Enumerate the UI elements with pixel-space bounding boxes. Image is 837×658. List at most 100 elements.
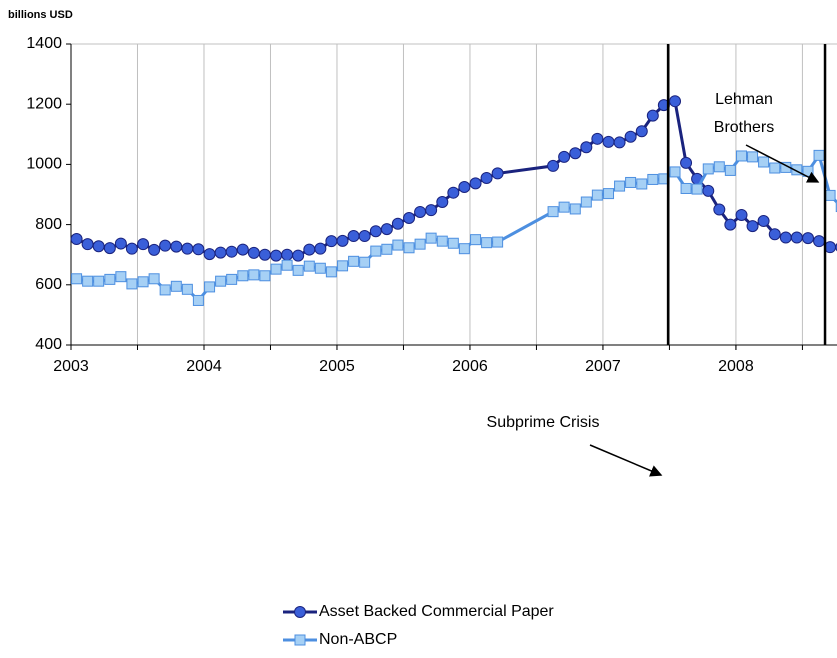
point [447,186,460,199]
point [215,275,227,287]
point [414,238,426,250]
point [369,225,382,238]
point [791,164,803,176]
point [93,275,105,287]
legend-label: Asset Backed Commercial Paper [319,603,554,620]
point [192,294,204,306]
point [325,235,338,248]
point [137,276,149,288]
y-tick-label: 1400 [26,35,62,52]
point [647,173,659,185]
point [214,246,227,259]
x-tick-label: 2003 [53,358,89,375]
point [669,166,681,178]
legend-marker [294,606,306,618]
point [181,242,194,255]
point [790,231,803,244]
x-tick-label: 2006 [452,358,488,375]
y-tick-label: 600 [35,276,62,293]
point [292,249,305,262]
point [614,180,626,192]
point [381,243,393,255]
point [458,243,470,255]
x-tick-label: 2008 [718,358,754,375]
point [724,164,736,176]
point [70,233,83,246]
point [613,136,626,149]
point [425,232,437,244]
point [281,259,293,271]
point [359,256,371,268]
point [736,150,748,162]
event-label: Brothers [714,119,774,136]
point [547,206,559,218]
point [747,151,759,163]
point [347,230,360,243]
point [491,167,504,180]
point [270,263,282,275]
point [480,171,493,184]
point [204,281,216,293]
legend-marker [294,634,306,646]
point [436,235,448,247]
point [724,218,737,231]
point [270,249,283,262]
point [115,271,127,283]
point [702,184,715,197]
point [625,176,637,188]
point [259,270,271,282]
point [425,204,438,217]
point [314,242,327,255]
point [768,228,781,241]
point [713,161,725,173]
point [569,203,581,215]
point [757,214,770,227]
series-line [76,151,837,303]
point [104,273,116,285]
point [691,183,703,195]
point [758,156,770,168]
point [159,239,172,252]
point [358,230,371,243]
x-tick-label: 2004 [186,358,222,375]
point [591,132,604,145]
point [558,201,570,213]
point [82,275,94,287]
point [492,236,504,248]
point [314,262,326,274]
point [558,150,571,163]
point [580,196,592,208]
legend-label: Non-ABCP [319,631,397,648]
point [247,246,260,259]
point [813,235,826,248]
point [414,205,427,218]
event-label: Lehman [715,91,773,108]
point [181,283,193,295]
point [779,231,792,244]
point [126,278,138,290]
point [603,188,615,200]
point [303,260,315,272]
point [580,141,593,154]
point [469,177,482,190]
point [125,242,138,255]
point [403,211,416,224]
point [281,248,294,261]
point [769,162,781,174]
point [137,238,150,251]
y-tick-label: 400 [35,336,62,353]
point [148,243,161,256]
point [292,264,304,276]
point [337,260,349,272]
event-arrow [745,144,820,183]
point [458,180,471,193]
point [248,269,260,281]
point [547,159,560,172]
point [735,208,748,221]
point [325,266,337,278]
unit-label: billions USD [8,9,73,21]
point [336,234,349,247]
point [103,242,116,255]
point [71,273,83,285]
point [192,243,205,256]
